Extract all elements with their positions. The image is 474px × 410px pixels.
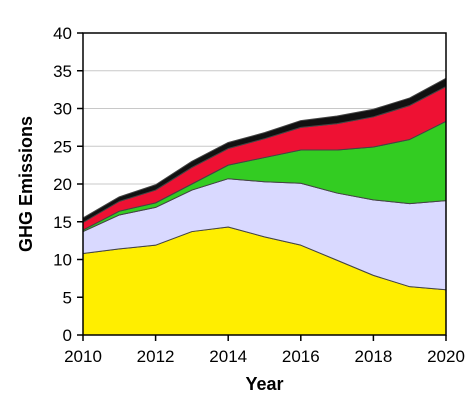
y-tick-label-20: 20 (53, 175, 72, 194)
x-tick-label-2020: 2020 (427, 347, 465, 366)
x-tick-label-2014: 2014 (209, 347, 247, 366)
x-tick-label-2018: 2018 (354, 347, 392, 366)
y-axis-title: GHG Emissions (16, 116, 36, 252)
y-tick-label-25: 25 (53, 137, 72, 156)
y-tick-label-0: 0 (63, 326, 72, 345)
y-tick-label-10: 10 (53, 251, 72, 270)
x-tick-label-2016: 2016 (282, 347, 320, 366)
x-axis-title: Year (245, 374, 283, 394)
y-tick-label-35: 35 (53, 62, 72, 81)
y-tick-label-30: 30 (53, 100, 72, 119)
y-tick-label-15: 15 (53, 213, 72, 232)
x-tick-label-2012: 2012 (137, 347, 175, 366)
area-layer (82, 77, 447, 336)
x-tick-label-2010: 2010 (64, 347, 102, 366)
tick-layer: 0 5 10 15 20 25 30 35 40 2010 2012 2014 2016 2018 2020 (53, 24, 465, 366)
y-tick-label-5: 5 (63, 288, 72, 307)
y-tick-label-40: 40 (53, 24, 72, 43)
